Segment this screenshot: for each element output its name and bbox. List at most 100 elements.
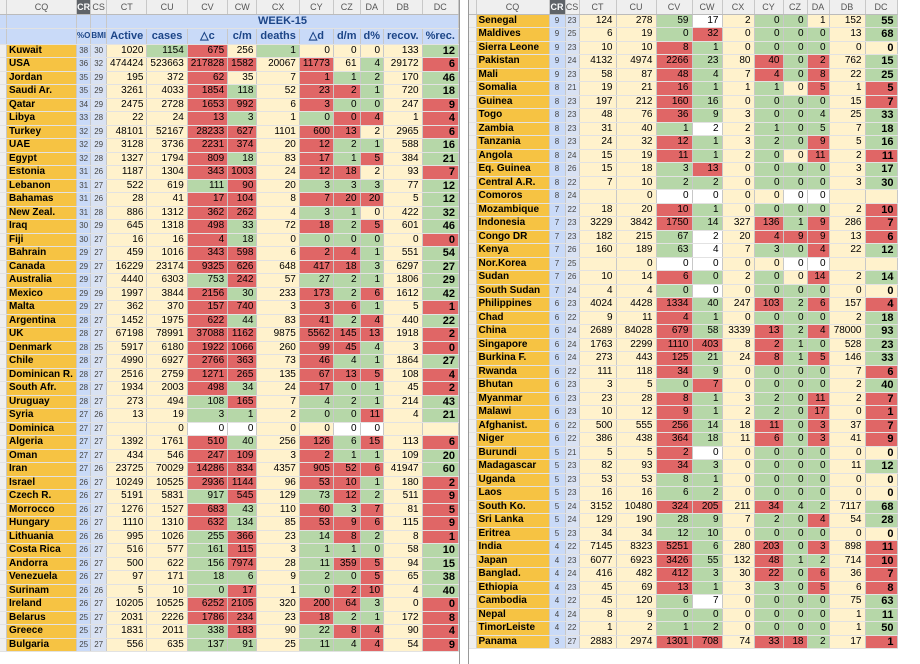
data-cell[interactable]: 434 <box>106 449 148 463</box>
data-cell[interactable]: 0 <box>360 206 385 220</box>
data-cell[interactable]: 247 <box>722 297 755 312</box>
data-cell[interactable]: 28 <box>76 368 92 382</box>
data-cell[interactable]: 0 <box>656 284 693 298</box>
country-name-cell[interactable]: Oman <box>6 449 77 463</box>
table-row[interactable]: Dominica 27 27 0 0 0 0 0 0 0 <box>0 422 459 436</box>
data-cell[interactable]: 0 <box>829 527 866 541</box>
data-cell[interactable]: 28 <box>656 513 693 528</box>
data-cell[interactable]: 9 <box>422 489 459 504</box>
data-cell[interactable]: 0 <box>333 381 361 396</box>
data-cell[interactable]: 3229 <box>579 216 617 231</box>
table-row[interactable]: India 4 22 7145 8323 5251 6 280 203 0 3 898 11 <box>469 540 898 555</box>
data-cell[interactable] <box>829 257 866 271</box>
data-cell[interactable]: 111 <box>579 365 617 379</box>
data-cell[interactable]: 0 <box>692 608 723 622</box>
data-cell[interactable]: 3 <box>256 543 300 558</box>
data-cell[interactable]: 0 <box>783 513 808 528</box>
data-cell[interactable]: 8 <box>549 122 566 136</box>
data-cell[interactable]: 2 <box>829 149 866 163</box>
data-cell[interactable]: 23 <box>565 405 580 420</box>
data-cell[interactable]: 23 <box>256 611 300 625</box>
data-cell[interactable]: 2 <box>692 230 723 244</box>
data-cell[interactable]: 10 <box>422 543 459 558</box>
data-cell[interactable]: 0 <box>422 341 459 355</box>
data-cell[interactable]: 412 <box>656 567 693 582</box>
data-cell[interactable]: 16 <box>692 95 723 109</box>
data-cell[interactable]: 0 <box>783 567 808 582</box>
data-cell[interactable]: 23 <box>865 338 898 352</box>
data-cell[interactable]: 0 <box>865 284 898 298</box>
data-cell[interactable]: 556 <box>106 638 148 652</box>
data-cell[interactable]: 96 <box>256 476 300 490</box>
data-cell[interactable]: 21 <box>616 81 657 96</box>
data-cell[interactable]: 25 <box>76 624 92 639</box>
data-cell[interactable]: 145 <box>333 327 361 342</box>
table-row[interactable]: Belarus 25 27 2031 2226 1786 234 23 18 2 1 172 8 <box>0 611 459 625</box>
data-cell[interactable]: 0 <box>422 597 459 612</box>
data-cell[interactable]: 500 <box>106 557 148 571</box>
data-cell[interactable]: 2 <box>333 138 361 153</box>
data-cell[interactable]: 22 <box>299 624 334 639</box>
data-cell[interactable]: 10 <box>579 41 617 55</box>
data-cell[interactable]: 366 <box>227 530 258 544</box>
data-cell[interactable]: 0 <box>146 422 188 436</box>
country-name-cell[interactable]: Iraq <box>6 219 77 234</box>
column-header-cq[interactable]: CQ <box>6 0 77 15</box>
table-row[interactable]: Congo DR 7 23 182 215 67 2 20 4 9 9 13 6 <box>469 230 898 244</box>
data-cell[interactable]: 60 <box>422 462 459 477</box>
data-cell[interactable]: 0 <box>722 257 755 271</box>
data-cell[interactable]: 5 <box>807 351 830 366</box>
data-cell[interactable]: 126 <box>299 435 334 450</box>
data-cell[interactable]: 7 <box>722 68 755 82</box>
data-cell[interactable]: 21 <box>692 351 723 366</box>
data-cell[interactable]: 3 <box>656 162 693 177</box>
data-cell[interactable]: 256 <box>656 419 693 433</box>
data-cell[interactable]: 753 <box>187 273 229 288</box>
data-cell[interactable]: 4 <box>865 297 898 312</box>
data-cell[interactable]: 195 <box>106 71 148 85</box>
data-cell[interactable]: 24 <box>565 189 580 204</box>
country-name-cell[interactable]: Hungary <box>6 516 77 531</box>
data-cell[interactable]: 645 <box>106 219 148 234</box>
data-cell[interactable]: 740 <box>227 300 258 315</box>
data-cell[interactable]: 1318 <box>146 219 188 234</box>
data-cell[interactable]: 30 <box>865 176 898 190</box>
table-row[interactable]: Iraq 30 29 645 1318 498 33 72 18 2 5 601 46 <box>0 219 459 234</box>
data-cell[interactable]: 24 <box>565 351 580 366</box>
table-row[interactable]: Nor.Korea 7 25 0 0 0 0 0 0 0 <box>469 257 898 271</box>
data-cell[interactable]: 129 <box>256 489 300 504</box>
table-row[interactable]: Mozambique 7 22 18 20 10 1 0 0 0 0 2 10 <box>469 203 898 217</box>
data-cell[interactable]: 3 <box>360 179 385 193</box>
data-cell[interactable]: 15 <box>829 95 866 109</box>
column-header-dc[interactable]: DC <box>865 0 898 15</box>
country-name-cell[interactable]: Malawi <box>476 405 550 420</box>
data-cell[interactable]: 905 <box>299 462 334 477</box>
data-cell[interactable]: 7 <box>360 503 385 517</box>
column-label-7[interactable]: △d <box>299 28 334 45</box>
data-cell[interactable]: 10 <box>579 405 617 420</box>
country-name-cell[interactable]: Dominican R. <box>6 368 77 382</box>
left-sheet-pane[interactable]: CQ CR CS CT CU CV CW CX CY CZ DA DB DC WEEK-15 %O BMI Ac… <box>0 0 460 664</box>
data-cell[interactable]: 6 <box>549 351 566 366</box>
data-cell[interactable]: 22 <box>565 203 580 217</box>
data-cell[interactable]: 34 <box>579 527 617 541</box>
data-cell[interactable]: 23 <box>565 392 580 406</box>
data-cell[interactable]: 4 <box>807 324 830 339</box>
country-name-cell[interactable]: Eritrea <box>476 527 550 541</box>
data-cell[interactable]: 165 <box>227 395 258 409</box>
data-cell[interactable]: 1 <box>692 135 723 150</box>
data-cell[interactable]: 16 <box>616 486 657 501</box>
data-cell[interactable]: 1144 <box>227 476 258 490</box>
data-cell[interactable]: 160 <box>579 243 617 258</box>
table-row[interactable]: Mexico 29 29 1997 3844 2156 30 233 173 2 6 1612 42 <box>0 287 459 301</box>
data-cell[interactable]: 2 <box>333 273 361 288</box>
data-cell[interactable]: 0 <box>783 54 808 69</box>
country-name-cell[interactable]: Philippines <box>476 297 550 312</box>
country-name-cell[interactable]: Laos <box>476 486 550 501</box>
data-cell[interactable]: 511 <box>383 489 423 504</box>
data-cell[interactable]: 0 <box>722 365 755 379</box>
country-name-cell[interactable]: Cambodia <box>476 594 550 609</box>
data-cell[interactable]: 1101 <box>256 125 300 139</box>
data-cell[interactable]: 6 <box>549 365 566 379</box>
data-cell[interactable]: 834 <box>227 462 258 477</box>
